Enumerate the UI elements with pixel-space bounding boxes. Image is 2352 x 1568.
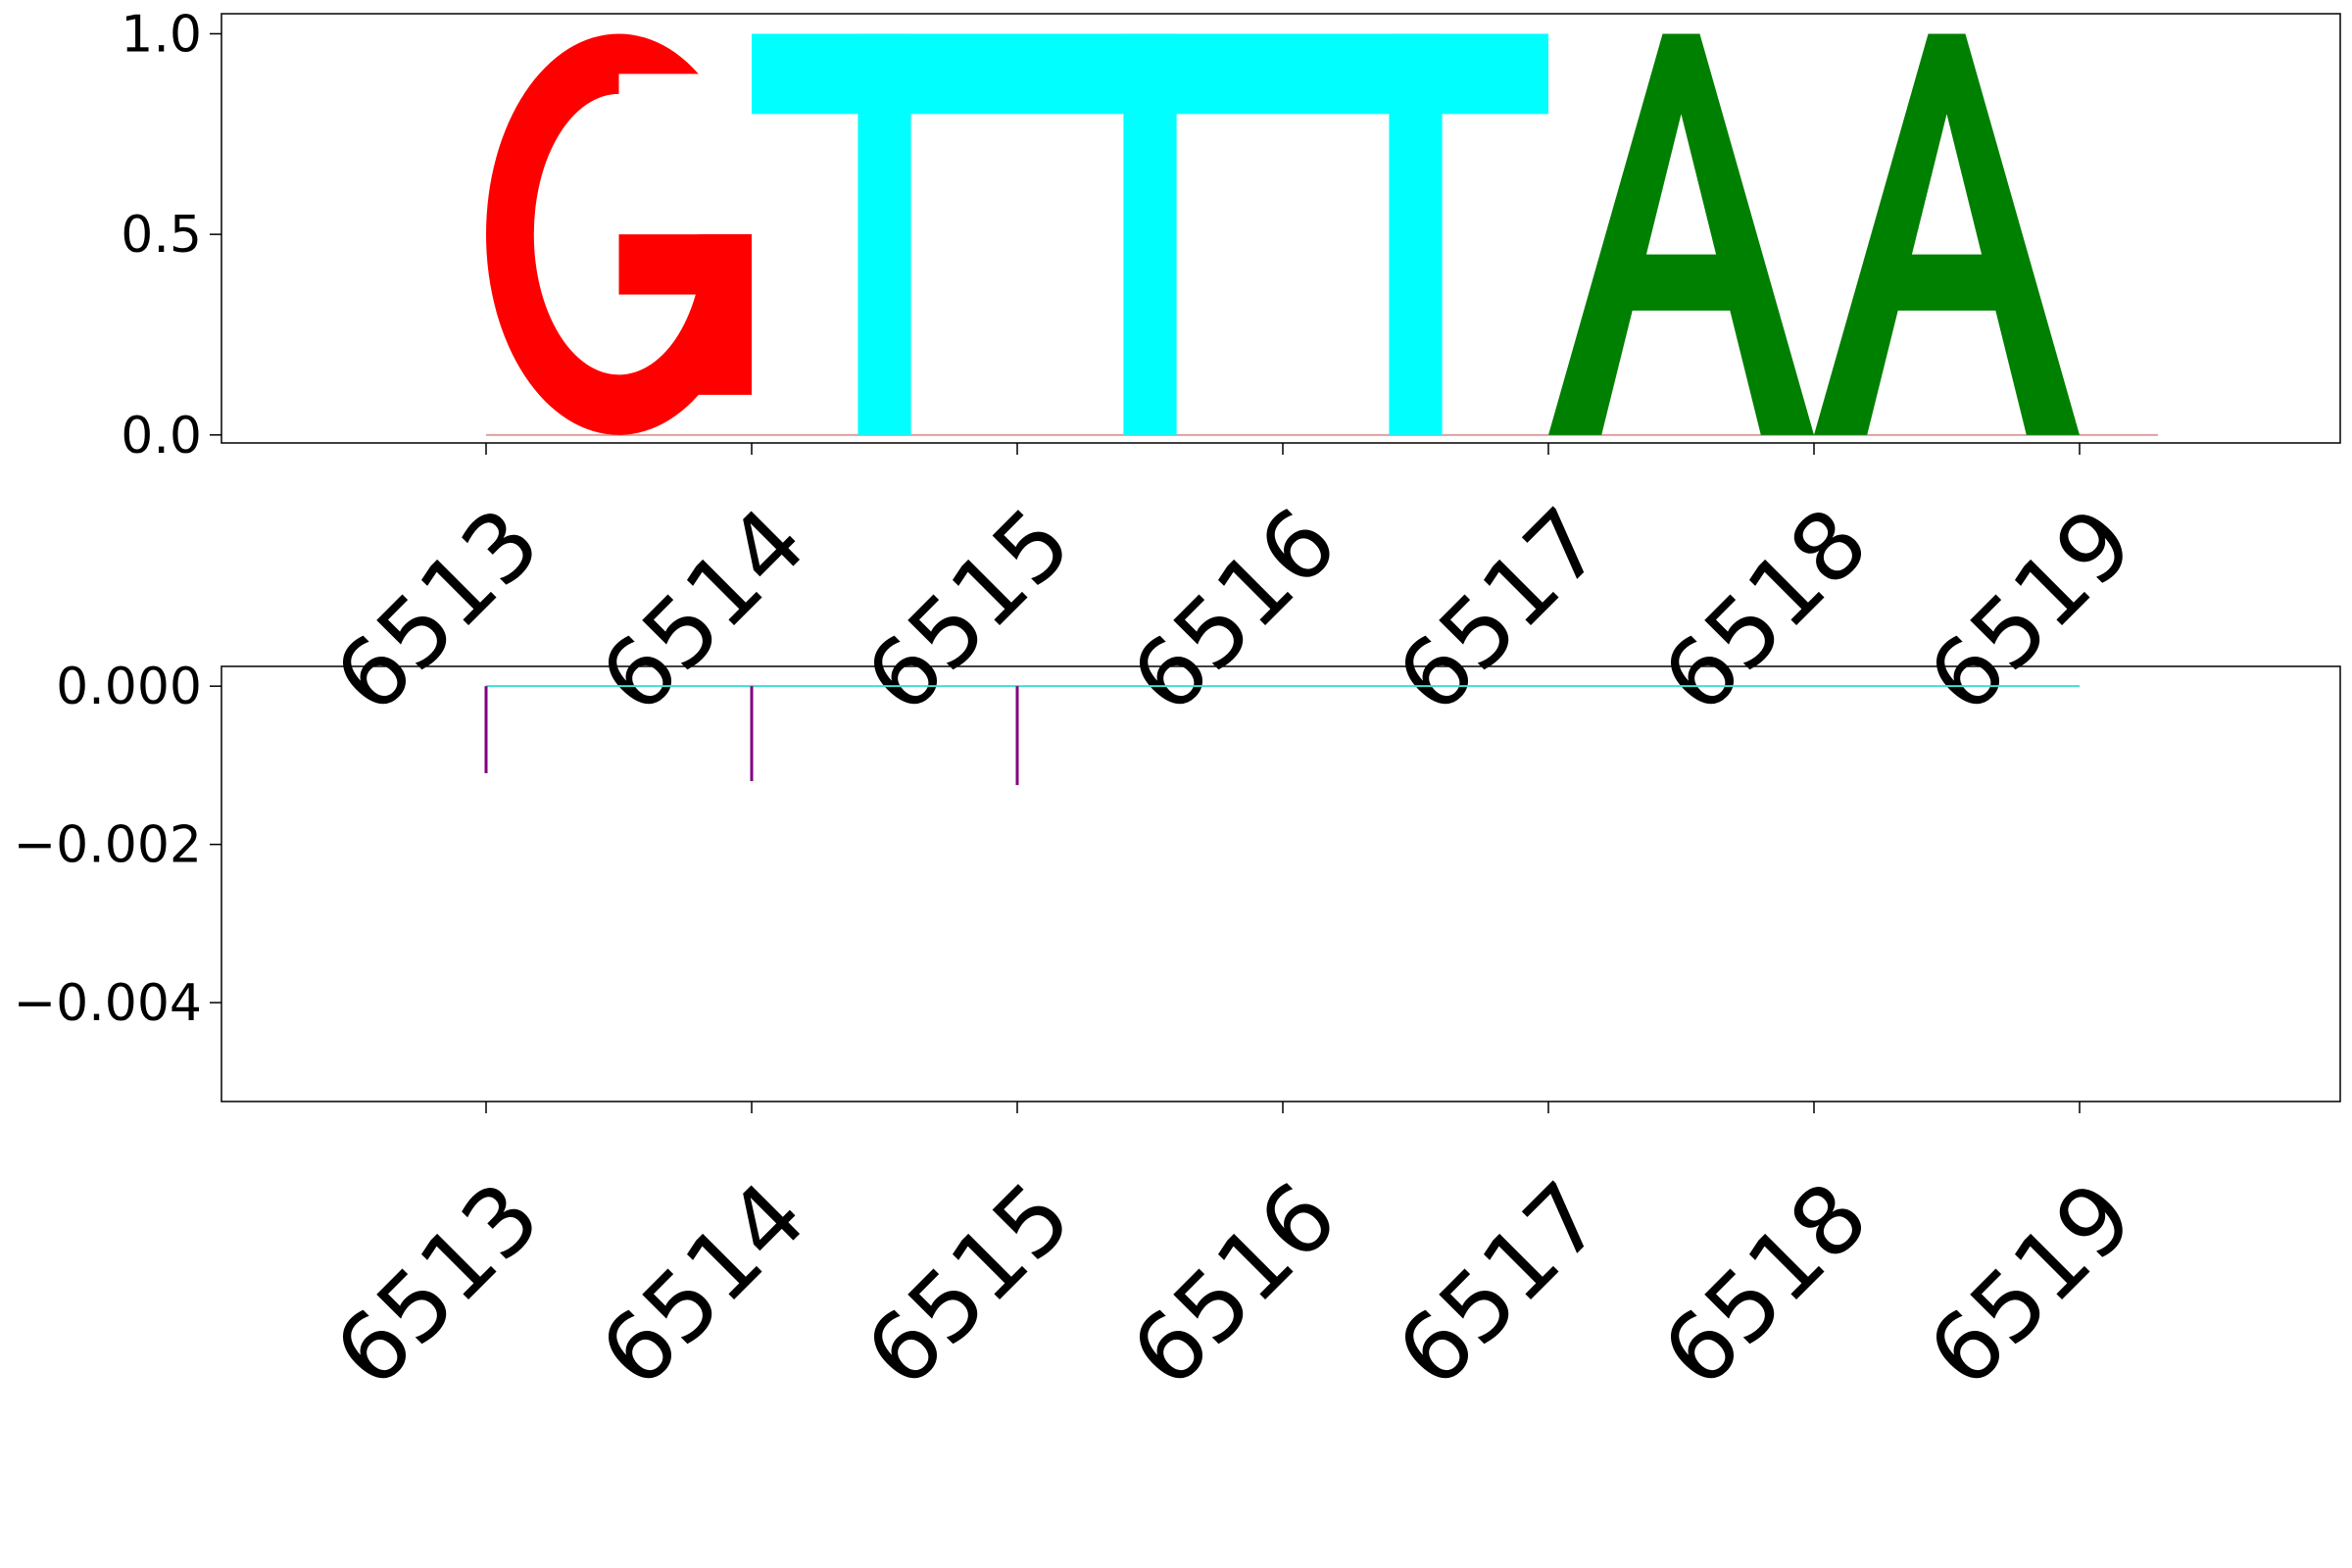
bar-y-tick-label: −0.002 <box>14 816 202 875</box>
bar-y-tick-label: 0.000 <box>56 658 202 716</box>
logo-x-tick-label: 6515 <box>845 487 1092 734</box>
logo-x-tick-label: 6514 <box>579 487 826 734</box>
bar-y-tick-label: −0.004 <box>14 974 202 1033</box>
logo-letter-G <box>486 33 754 435</box>
bar-axes-frame <box>220 665 2341 1102</box>
logo-letter-T <box>1017 33 1283 435</box>
logo-letter-T <box>1283 33 1548 435</box>
logo-y-tick-label: 0.5 <box>121 206 202 265</box>
logo-x-tick-label: 6517 <box>1376 487 1623 734</box>
logo-x-tick-label: 6518 <box>1642 487 1888 734</box>
logo-axes-frame <box>220 13 2341 444</box>
bar-x-tick-label: 6513 <box>314 1161 561 1408</box>
bar-mark <box>750 686 754 782</box>
logo-x-tick-label: 6519 <box>1907 487 2154 734</box>
bar-x-tick-label: 6515 <box>845 1161 1092 1408</box>
logo-y-tick-label: 0.0 <box>121 407 202 466</box>
bar-x-tick-label: 6514 <box>579 1161 826 1408</box>
bar-x-tick-label: 6519 <box>1907 1161 2154 1408</box>
logo-letter-A <box>1548 33 1814 435</box>
bar-x-tick-label: 6516 <box>1110 1161 1357 1408</box>
bar-mark <box>1015 686 1019 786</box>
logo-letter-T <box>752 33 1017 435</box>
bar-x-tick-label: 6518 <box>1642 1161 1888 1408</box>
logo-y-tick-label: 1.0 <box>121 5 202 64</box>
logo-x-tick-label: 6513 <box>314 487 561 734</box>
bar-x-tick-label: 6517 <box>1376 1161 1623 1408</box>
logo-panel: 0.0 0.5 1.0 6513 6514 6515 6516 6517 6518 6519 <box>121 5 2341 734</box>
logo-letter-A <box>1814 33 2080 435</box>
logo-x-tick-label: 6516 <box>1110 487 1357 734</box>
bar-mark <box>484 686 488 773</box>
